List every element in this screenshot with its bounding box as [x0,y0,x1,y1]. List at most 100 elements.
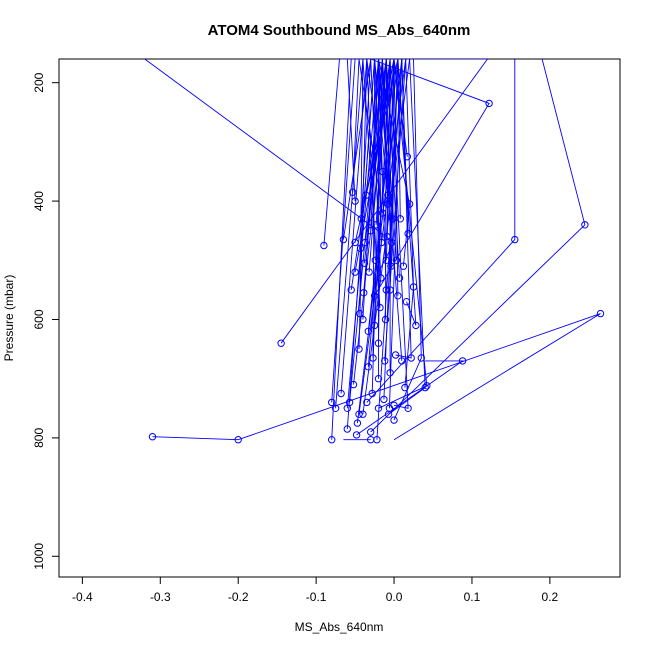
data-point [328,398,336,407]
data-point [277,339,285,347]
data-point [373,436,381,444]
profile-line [152,313,601,441]
x-axis-label: MS_Abs_640nm [295,620,384,634]
data-point [360,289,368,297]
data-point [369,354,377,362]
data-point [361,238,369,247]
data-point [396,215,404,223]
data-point [356,309,364,318]
data-point [417,354,425,362]
profile-line [381,59,397,261]
data-point [339,235,348,244]
data-point [374,339,383,347]
data-point [381,315,390,324]
data-point [390,416,398,424]
y-tick-label: 600 [32,309,46,329]
data-point [337,389,345,398]
profile-line [374,59,383,243]
profile-line [360,59,372,219]
data-point [368,389,376,398]
data-point [372,221,380,229]
profile-line [323,59,340,246]
data-point [391,351,400,359]
data-point [365,268,373,276]
profile-line [397,59,401,219]
data-point [363,398,371,407]
data-point [596,309,605,318]
profile-line [372,59,376,359]
data-point [380,395,388,404]
profile-line [393,59,399,296]
profile-line [331,59,352,440]
data-point [355,345,363,353]
data-point [374,375,383,383]
data-point [364,363,372,371]
data-point [377,238,386,247]
data-point [404,229,412,238]
data-point [421,383,429,392]
data-point [378,167,387,176]
y-tick-label: 800 [32,428,46,448]
data-point [404,404,412,412]
data-point [374,404,383,412]
data-point [353,419,362,427]
profile-line [331,59,356,403]
data-markers [148,99,605,444]
profile-line [385,59,400,279]
data-point [403,153,411,161]
data-point [349,380,358,389]
data-point [386,286,394,294]
profile-line [388,59,403,409]
data-point [395,274,404,282]
data-point [384,191,392,199]
profile-line [370,59,586,433]
data-point [359,315,367,324]
data-point [355,410,363,418]
data-point [367,428,375,436]
data-point [349,188,357,196]
data-point [412,321,420,330]
x-tick-label: 0.2 [542,590,559,604]
y-axis-label: Pressure (mbar) [2,275,16,362]
data-point [390,401,398,409]
data-point [423,382,431,390]
y-tick-label: 200 [32,72,46,92]
data-point [320,241,328,250]
x-tick-label: -0.1 [306,590,327,604]
data-point [364,327,372,335]
x-tick-label: -0.3 [150,590,171,604]
data-point [357,215,365,223]
data-point [377,274,385,282]
x-axis: -0.4 -0.3 -0.2 -0.1 0.0 0.1 0.2 [72,576,559,604]
y-tick-label: 400 [32,191,46,211]
profile-line [385,59,392,267]
x-tick-label: 0.1 [464,590,481,604]
profile-line [346,59,356,202]
profile-line [397,59,417,326]
data-point [382,256,390,264]
x-tick-label: -0.2 [228,590,249,604]
data-point [345,398,354,407]
y-axis: 200 400 600 800 1000 [32,72,60,570]
profile-line [335,59,364,409]
data-point [331,404,340,412]
data-point [387,262,395,270]
data-point [347,286,355,294]
chart-title: ATOM4 Southbound MS_Abs_640nm [208,22,471,39]
data-point [376,303,384,312]
data-point [399,262,408,270]
data-point [351,238,359,247]
data-point [384,200,392,208]
profile-line [359,59,364,314]
data-point [382,286,390,294]
data-point [343,425,351,433]
data-point [388,238,396,247]
data-point [392,256,401,264]
data-point [405,200,414,208]
data-point [370,321,379,330]
data-point [398,357,406,365]
data-point [407,354,415,362]
profile-line [401,59,409,234]
